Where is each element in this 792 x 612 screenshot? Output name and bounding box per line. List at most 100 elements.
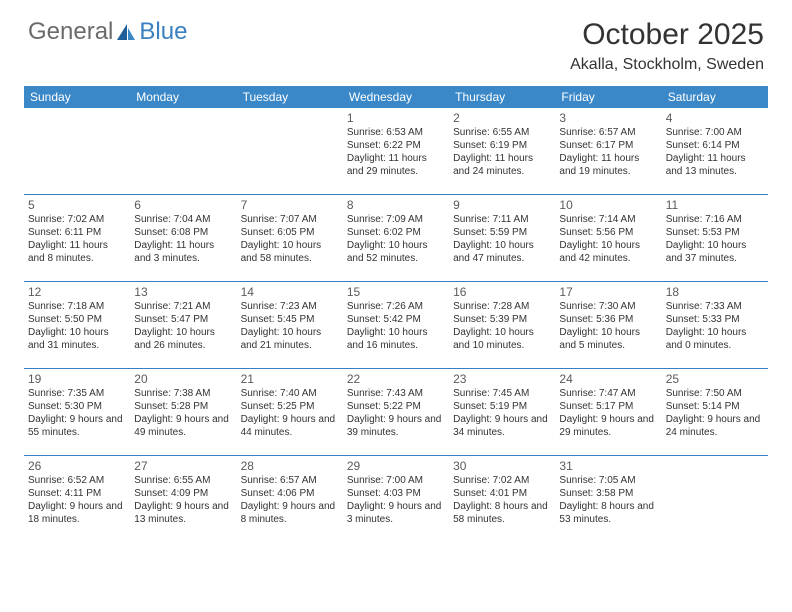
sunrise-text: Sunrise: 7:00 AM: [666, 127, 764, 140]
dow-monday: Monday: [130, 86, 236, 108]
daylight-text: Daylight: 11 hours and 29 minutes.: [347, 153, 445, 179]
sunset-text: Sunset: 5:19 PM: [453, 401, 551, 414]
sunset-text: Sunset: 5:42 PM: [347, 314, 445, 327]
sunset-text: Sunset: 5:14 PM: [666, 401, 764, 414]
daylight-text: Daylight: 9 hours and 49 minutes.: [134, 414, 232, 440]
day-cell: 13Sunrise: 7:21 AMSunset: 5:47 PMDayligh…: [130, 282, 236, 368]
day-number: 4: [666, 111, 764, 126]
sunset-text: Sunset: 5:25 PM: [241, 401, 339, 414]
week-row: 19Sunrise: 7:35 AMSunset: 5:30 PMDayligh…: [24, 368, 768, 455]
day-number: 11: [666, 198, 764, 213]
day-number: 19: [28, 372, 126, 387]
daylight-text: Daylight: 10 hours and 58 minutes.: [241, 240, 339, 266]
day-number: 21: [241, 372, 339, 387]
day-number: 22: [347, 372, 445, 387]
dow-thursday: Thursday: [449, 86, 555, 108]
day-number: 10: [559, 198, 657, 213]
sunset-text: Sunset: 5:33 PM: [666, 314, 764, 327]
sunset-text: Sunset: 5:22 PM: [347, 401, 445, 414]
day-cell: [130, 108, 236, 194]
daylight-text: Daylight: 10 hours and 42 minutes.: [559, 240, 657, 266]
day-cell: 16Sunrise: 7:28 AMSunset: 5:39 PMDayligh…: [449, 282, 555, 368]
sunrise-text: Sunrise: 7:33 AM: [666, 301, 764, 314]
sunset-text: Sunset: 5:28 PM: [134, 401, 232, 414]
day-cell: 15Sunrise: 7:26 AMSunset: 5:42 PMDayligh…: [343, 282, 449, 368]
logo-text-blue: Blue: [139, 18, 187, 46]
week-row: 5Sunrise: 7:02 AMSunset: 6:11 PMDaylight…: [24, 194, 768, 281]
logo-sail-icon: [115, 22, 137, 42]
day-number: 16: [453, 285, 551, 300]
sunset-text: Sunset: 5:39 PM: [453, 314, 551, 327]
sunrise-text: Sunrise: 7:14 AM: [559, 214, 657, 227]
day-number: 31: [559, 459, 657, 474]
sunset-text: Sunset: 5:17 PM: [559, 401, 657, 414]
sunset-text: Sunset: 5:30 PM: [28, 401, 126, 414]
sunrise-text: Sunrise: 7:09 AM: [347, 214, 445, 227]
weeks-container: 1Sunrise: 6:53 AMSunset: 6:22 PMDaylight…: [24, 108, 768, 542]
day-cell: 20Sunrise: 7:38 AMSunset: 5:28 PMDayligh…: [130, 369, 236, 455]
sunrise-text: Sunrise: 7:50 AM: [666, 388, 764, 401]
sunrise-text: Sunrise: 7:18 AM: [28, 301, 126, 314]
day-number: 1: [347, 111, 445, 126]
sunset-text: Sunset: 5:59 PM: [453, 227, 551, 240]
sunset-text: Sunset: 5:56 PM: [559, 227, 657, 240]
daylight-text: Daylight: 9 hours and 18 minutes.: [28, 501, 126, 527]
daylight-text: Daylight: 9 hours and 24 minutes.: [666, 414, 764, 440]
day-cell: [237, 108, 343, 194]
day-cell: 29Sunrise: 7:00 AMSunset: 4:03 PMDayligh…: [343, 456, 449, 542]
sunset-text: Sunset: 6:17 PM: [559, 140, 657, 153]
day-number: 28: [241, 459, 339, 474]
daylight-text: Daylight: 9 hours and 13 minutes.: [134, 501, 232, 527]
day-number: 2: [453, 111, 551, 126]
day-cell: 12Sunrise: 7:18 AMSunset: 5:50 PMDayligh…: [24, 282, 130, 368]
day-cell: 22Sunrise: 7:43 AMSunset: 5:22 PMDayligh…: [343, 369, 449, 455]
day-cell: 31Sunrise: 7:05 AMSunset: 3:58 PMDayligh…: [555, 456, 661, 542]
sunrise-text: Sunrise: 7:16 AM: [666, 214, 764, 227]
dow-saturday: Saturday: [662, 86, 768, 108]
day-number: 7: [241, 198, 339, 213]
dow-wednesday: Wednesday: [343, 86, 449, 108]
month-title: October 2025: [570, 18, 764, 52]
day-cell: 9Sunrise: 7:11 AMSunset: 5:59 PMDaylight…: [449, 195, 555, 281]
day-number: 6: [134, 198, 232, 213]
daylight-text: Daylight: 9 hours and 3 minutes.: [347, 501, 445, 527]
day-number: 29: [347, 459, 445, 474]
daylight-text: Daylight: 10 hours and 37 minutes.: [666, 240, 764, 266]
day-number: 3: [559, 111, 657, 126]
location: Akalla, Stockholm, Sweden: [570, 56, 764, 74]
day-cell: 4Sunrise: 7:00 AMSunset: 6:14 PMDaylight…: [662, 108, 768, 194]
sunset-text: Sunset: 6:14 PM: [666, 140, 764, 153]
dow-sunday: Sunday: [24, 86, 130, 108]
day-number: 20: [134, 372, 232, 387]
sunset-text: Sunset: 4:03 PM: [347, 488, 445, 501]
sunset-text: Sunset: 5:45 PM: [241, 314, 339, 327]
day-cell: 30Sunrise: 7:02 AMSunset: 4:01 PMDayligh…: [449, 456, 555, 542]
day-number: 27: [134, 459, 232, 474]
daylight-text: Daylight: 10 hours and 21 minutes.: [241, 327, 339, 353]
day-cell: 25Sunrise: 7:50 AMSunset: 5:14 PMDayligh…: [662, 369, 768, 455]
day-cell: 28Sunrise: 6:57 AMSunset: 4:06 PMDayligh…: [237, 456, 343, 542]
day-number: 14: [241, 285, 339, 300]
daylight-text: Daylight: 10 hours and 0 minutes.: [666, 327, 764, 353]
day-cell: 23Sunrise: 7:45 AMSunset: 5:19 PMDayligh…: [449, 369, 555, 455]
sunrise-text: Sunrise: 7:00 AM: [347, 475, 445, 488]
sunset-text: Sunset: 3:58 PM: [559, 488, 657, 501]
day-cell: 21Sunrise: 7:40 AMSunset: 5:25 PMDayligh…: [237, 369, 343, 455]
day-cell: 17Sunrise: 7:30 AMSunset: 5:36 PMDayligh…: [555, 282, 661, 368]
day-cell: 6Sunrise: 7:04 AMSunset: 6:08 PMDaylight…: [130, 195, 236, 281]
daylight-text: Daylight: 10 hours and 31 minutes.: [28, 327, 126, 353]
sunset-text: Sunset: 4:09 PM: [134, 488, 232, 501]
dow-friday: Friday: [555, 86, 661, 108]
day-cell: 1Sunrise: 6:53 AMSunset: 6:22 PMDaylight…: [343, 108, 449, 194]
header: General Blue October 2025 Akalla, Stockh…: [0, 0, 792, 80]
sunrise-text: Sunrise: 6:55 AM: [453, 127, 551, 140]
sunset-text: Sunset: 4:11 PM: [28, 488, 126, 501]
sunrise-text: Sunrise: 7:21 AM: [134, 301, 232, 314]
sunrise-text: Sunrise: 7:02 AM: [28, 214, 126, 227]
week-row: 26Sunrise: 6:52 AMSunset: 4:11 PMDayligh…: [24, 455, 768, 542]
dow-tuesday: Tuesday: [237, 86, 343, 108]
sunrise-text: Sunrise: 7:45 AM: [453, 388, 551, 401]
day-cell: [662, 456, 768, 542]
day-cell: 19Sunrise: 7:35 AMSunset: 5:30 PMDayligh…: [24, 369, 130, 455]
daylight-text: Daylight: 11 hours and 13 minutes.: [666, 153, 764, 179]
